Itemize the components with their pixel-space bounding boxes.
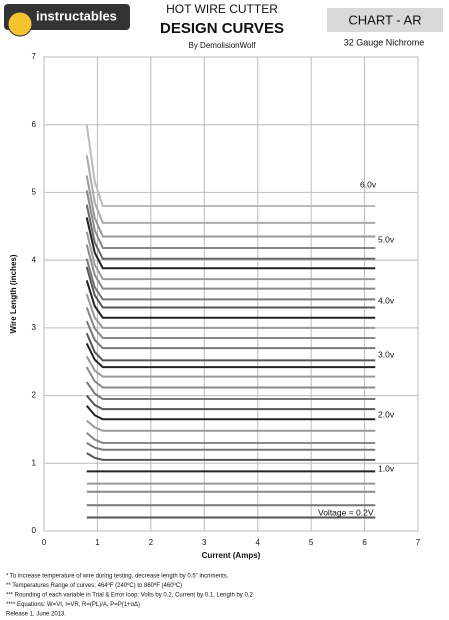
y-tick-label: 5: [32, 188, 37, 197]
y-tick-label: 1: [32, 458, 37, 467]
footnote: ** Temperatures Range of curves: 464ºF (…: [6, 582, 182, 589]
curve: [86, 432, 376, 444]
curve: [85, 366, 376, 389]
curve: [86, 419, 376, 432]
y-tick-label: 2: [32, 391, 37, 400]
x-tick-label: 6: [362, 538, 367, 547]
curve: [85, 231, 376, 281]
annotation: 6.0v: [360, 179, 377, 189]
x-tick-label: 2: [149, 538, 154, 547]
chart-title: HOT WIRE CUTTER: [166, 2, 278, 16]
curve: [85, 124, 376, 207]
footnote: Release 1, June 2013.: [6, 612, 66, 618]
logo: instructables: [36, 8, 117, 23]
logo-robot: [7, 11, 33, 37]
annotation: 2.0v: [378, 409, 395, 419]
curve: [85, 355, 376, 378]
curve: [85, 307, 376, 340]
author: By DemolisionWolf: [189, 41, 257, 50]
curve: [85, 266, 376, 309]
x-tick-label: 3: [202, 538, 207, 547]
curve: [85, 293, 376, 329]
curve: [85, 332, 376, 362]
curve: [85, 320, 376, 350]
curve: [85, 381, 376, 400]
x-tick-label: 5: [309, 538, 314, 547]
chart-subtitle: DESIGN CURVES: [160, 20, 284, 37]
footnote: **** Equations: W=VI, I=VR, R=(PL)/A, P=…: [6, 602, 140, 608]
annotation: 5.0v: [378, 234, 395, 244]
curve: [85, 217, 376, 270]
curve: [85, 280, 376, 319]
y-tick-label: 3: [32, 323, 37, 332]
curve: [86, 442, 376, 451]
curve: [85, 342, 376, 369]
logo-box: [4, 4, 130, 30]
curve: [85, 190, 376, 249]
x-tick-label: 0: [42, 538, 47, 547]
footnote: * To increase temperature of wire during…: [6, 574, 229, 580]
chart-id: CHART - AR: [348, 12, 421, 27]
curve: [85, 244, 376, 290]
curve: [85, 204, 376, 260]
x-axis-label: Current (Amps): [202, 551, 261, 560]
curve: [85, 258, 376, 301]
curve: [85, 394, 376, 411]
curve: [86, 452, 376, 461]
y-tick-label: 7: [32, 52, 37, 61]
annotation: 4.0v: [378, 295, 395, 305]
annotation: 3.0v: [378, 349, 395, 359]
curve: [85, 155, 376, 224]
x-tick-label: 4: [255, 538, 260, 547]
annotation: 1.0v: [378, 463, 395, 473]
curve: [85, 175, 376, 238]
y-tick-label: 4: [32, 255, 37, 264]
y-tick-label: 0: [32, 526, 37, 535]
x-tick-label: 7: [416, 538, 421, 547]
footnote: *** Rounding of each variable in Trial &…: [6, 593, 253, 599]
annotation: Voltage = 0.2V: [318, 507, 374, 517]
curve: [85, 405, 376, 421]
y-tick-label: 6: [32, 120, 37, 129]
y-axis-label: Wire Length (inches): [9, 254, 18, 333]
gauge: 32 Gauge Nichrome: [344, 37, 425, 47]
chart-id-box: [327, 8, 443, 32]
x-tick-label: 1: [95, 538, 100, 547]
